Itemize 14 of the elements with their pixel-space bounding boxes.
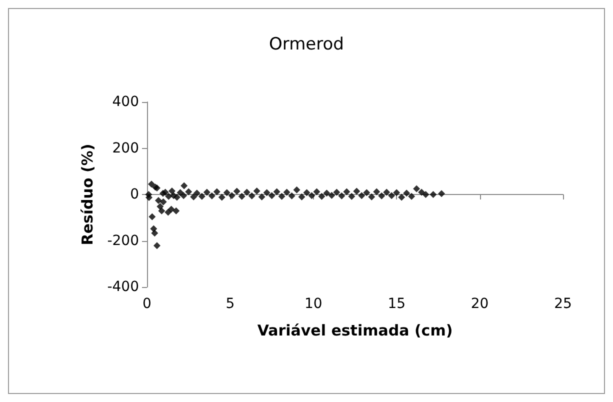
x-tick-label: 10 [304, 296, 322, 312]
y-tick-label: -200 [107, 232, 139, 249]
x-tick-label: 5 [226, 296, 235, 312]
x-tick-label: 0 [142, 296, 152, 312]
y-tick-label: 0 [130, 186, 139, 202]
y-tick-label: -400 [107, 279, 139, 295]
y-tick-label: 400 [112, 94, 139, 110]
x-tick-label: 20 [470, 296, 489, 312]
x-axis-title: Variável estimada (cm) [257, 322, 453, 340]
y-tick-label: 200 [112, 140, 139, 156]
x-tick-label: 25 [554, 296, 572, 312]
y-axis-title: Resíduo (%) [78, 144, 96, 246]
chart-title: Ormerod [269, 34, 344, 54]
x-tick-label: 15 [388, 296, 406, 312]
